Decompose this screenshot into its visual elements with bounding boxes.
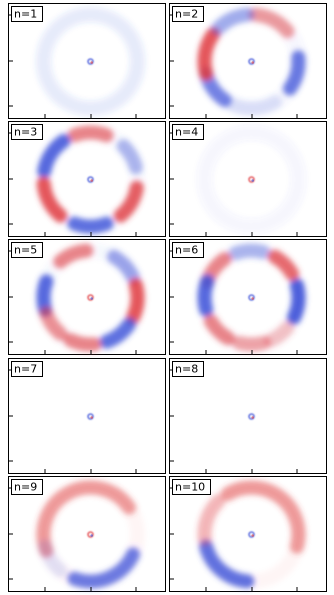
- panel: n=1: [8, 3, 166, 119]
- center-spot: [90, 416, 93, 419]
- panel: n=5: [8, 239, 166, 355]
- ring-image: [197, 125, 306, 234]
- panel-label: n=2: [175, 8, 198, 21]
- center-spot: [87, 531, 94, 538]
- ring-image: [36, 7, 145, 116]
- center-spot: [251, 416, 254, 419]
- ring-image: [36, 243, 145, 352]
- center-spot: [251, 61, 254, 64]
- label-box: [11, 242, 43, 258]
- center-spot: [248, 413, 255, 420]
- panel: n=10: [169, 476, 327, 592]
- center-spot: [90, 61, 93, 64]
- panel: n=2: [169, 3, 327, 119]
- lobe: [53, 243, 94, 269]
- lobe: [99, 317, 136, 349]
- label-box: [172, 6, 204, 22]
- ring-image: [197, 243, 306, 352]
- lobe: [203, 314, 235, 346]
- center-spot: [251, 297, 254, 300]
- panel: n=9: [8, 476, 166, 592]
- ring: [36, 7, 145, 116]
- label-box: [11, 124, 43, 140]
- panel-label: n=6: [175, 244, 198, 257]
- lobe: [36, 274, 54, 317]
- ring-image: [197, 480, 306, 589]
- lobe: [126, 278, 145, 325]
- ring-image: [36, 480, 145, 589]
- lobe: [283, 50, 306, 96]
- center-spot: [248, 294, 255, 301]
- panel-label: n=7: [14, 363, 37, 376]
- center-spot: [248, 531, 255, 538]
- lobe: [211, 7, 255, 36]
- panel-label: n=9: [14, 481, 37, 494]
- ring-image: [197, 7, 306, 116]
- lobe: [37, 134, 71, 179]
- lobe: [38, 539, 68, 578]
- center-spot: [87, 176, 94, 183]
- panel: n=6: [169, 239, 327, 355]
- panel-label: n=8: [175, 363, 198, 376]
- center-spot: [90, 179, 93, 182]
- lobe: [268, 249, 300, 281]
- center-spot: [248, 176, 255, 183]
- label-box: [172, 124, 204, 140]
- lobe: [36, 480, 136, 558]
- lobe: [107, 249, 141, 285]
- panel: n=8: [169, 358, 327, 474]
- center-spot: [87, 413, 94, 420]
- lobe: [197, 27, 220, 81]
- panel-label: n=10: [175, 481, 205, 494]
- label-box: [172, 361, 204, 377]
- panel-label: n=1: [14, 8, 37, 21]
- label-box: [11, 6, 43, 22]
- lobe: [287, 278, 306, 325]
- lobe: [197, 274, 215, 317]
- lobe: [67, 125, 114, 143]
- center-spot: [251, 534, 254, 537]
- panel: n=3: [8, 121, 166, 237]
- center-spot: [90, 534, 93, 537]
- lobe: [197, 494, 226, 546]
- lobe: [224, 95, 282, 116]
- lobe: [36, 176, 68, 223]
- lobe: [248, 7, 295, 39]
- center-spot: [90, 297, 93, 300]
- panel: n=4: [169, 121, 327, 237]
- panel: n=7: [8, 358, 166, 474]
- lobe: [63, 333, 102, 352]
- lobe: [116, 139, 143, 175]
- center-spot: [248, 58, 255, 65]
- lobe: [221, 480, 306, 554]
- center-spot: [251, 179, 254, 182]
- label-box: [11, 479, 43, 495]
- center-spot: [87, 294, 94, 301]
- label-box: [172, 242, 204, 258]
- panel-frame: [169, 358, 327, 474]
- lobe: [67, 216, 114, 234]
- lobe: [232, 335, 271, 352]
- panel-label: n=3: [14, 126, 37, 139]
- ring: [197, 125, 306, 234]
- lobe: [113, 180, 144, 223]
- label-box: [11, 361, 43, 377]
- panel-label: n=5: [14, 244, 37, 257]
- lobe: [67, 547, 141, 589]
- lobe: [199, 539, 255, 589]
- label-box: [172, 479, 211, 495]
- lobe: [39, 306, 68, 341]
- center-spot: [87, 58, 94, 65]
- lobe: [228, 243, 271, 261]
- panel-frame: [8, 358, 166, 474]
- lobe: [264, 320, 295, 348]
- ring-image: [36, 125, 145, 234]
- panel-label: n=4: [175, 126, 198, 139]
